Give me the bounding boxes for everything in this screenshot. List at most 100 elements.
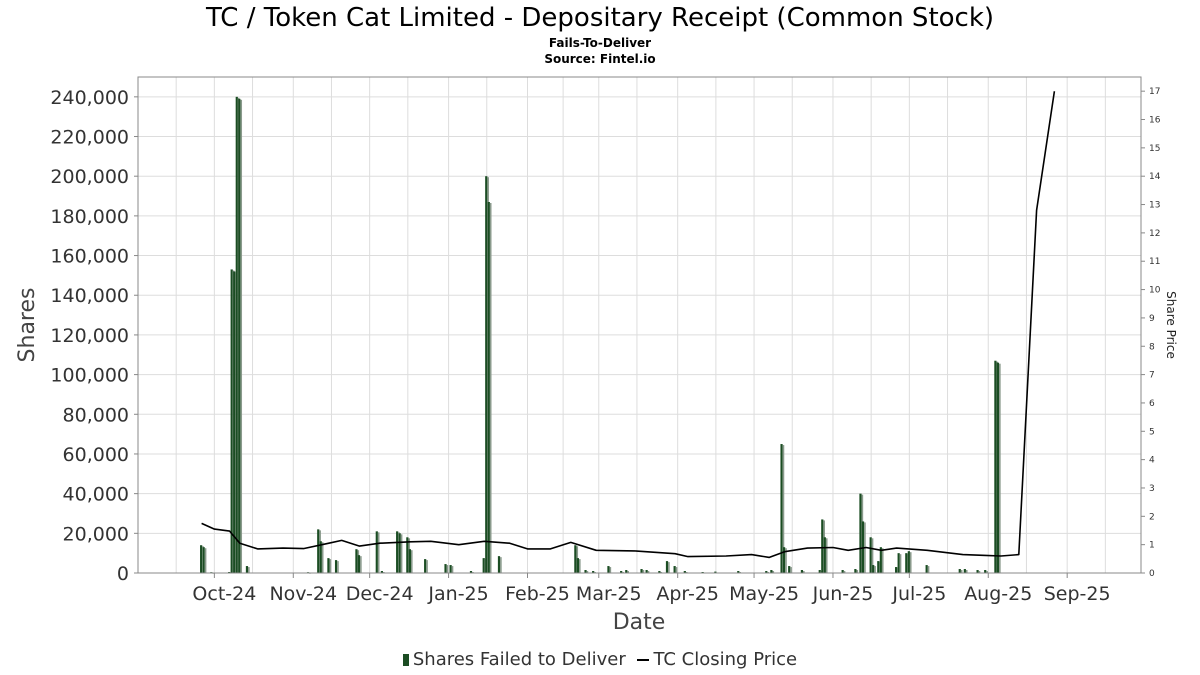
ftd-bar-shade xyxy=(782,445,785,573)
x-tick-label: Sep-25 xyxy=(1044,583,1111,605)
ftd-bar-body xyxy=(984,570,987,573)
ftd-bar xyxy=(607,566,612,573)
ftd-bar-shade xyxy=(785,548,787,573)
ftd-bar-body xyxy=(673,566,676,573)
ftd-bar-body xyxy=(334,560,338,573)
legend-label-ftd: Shares Failed to Deliver xyxy=(412,648,626,670)
ftd-bar-body xyxy=(444,564,447,573)
ftd-bar xyxy=(788,566,792,573)
ftd-bar-body xyxy=(859,493,862,573)
ftd-bar-body xyxy=(233,271,236,573)
ftd-bar-shade xyxy=(899,554,902,573)
price-line xyxy=(201,91,1056,559)
legend-label-price: TC Closing Price xyxy=(653,648,798,670)
y2-tick-label: 14 xyxy=(1149,172,1161,182)
chart-legend: Shares Failed to Deliver TC Closing Pric… xyxy=(0,648,1200,670)
ftd-bar-body xyxy=(375,531,378,573)
ftd-bar-shade xyxy=(965,570,968,573)
chart-subtitle: Fails-To-Deliver xyxy=(548,36,652,50)
ftd-bar-body xyxy=(380,571,383,573)
chart-title: TC / Token Cat Limited - Depositary Rece… xyxy=(205,3,995,33)
ftd-bar-body xyxy=(925,565,928,573)
ftd-bar-body xyxy=(818,570,821,573)
ftd-bar-body xyxy=(770,570,773,573)
ftd-bar xyxy=(449,565,454,573)
y-tick-label: 240,000 xyxy=(50,87,129,109)
x-tick-label: Dec-24 xyxy=(346,583,414,605)
x-tick-label: Jun-25 xyxy=(812,583,874,605)
y-tick-label: 80,000 xyxy=(63,404,129,426)
legend-item-price: TC Closing Price xyxy=(631,649,797,670)
ftd-bar-shade xyxy=(329,559,332,573)
ftd-bar-body xyxy=(485,176,488,573)
ftd-bar-shade xyxy=(337,561,339,573)
ftd-bar-body xyxy=(879,547,882,573)
ftd-bar-body xyxy=(854,569,857,573)
ftd-bar xyxy=(879,547,884,573)
ftd-bar xyxy=(398,533,403,573)
ftd-bar-body xyxy=(357,555,361,573)
ftd-bar-body xyxy=(576,558,580,573)
ftd-bar-body xyxy=(238,98,241,573)
y2-tick-label: 4 xyxy=(1149,456,1155,466)
ftd-bar-shade xyxy=(446,565,449,573)
ftd-bar-body xyxy=(574,545,577,573)
ftd-bar-body xyxy=(996,362,1000,573)
ftd-bar-shade xyxy=(843,571,846,573)
ftd-bar-body xyxy=(396,531,399,573)
ftd-bar-body xyxy=(497,556,501,573)
ftd-bar-body xyxy=(877,561,880,573)
ftd-bar-body xyxy=(788,566,791,573)
ftd-bar-body xyxy=(327,558,330,573)
price-line-group xyxy=(201,91,1056,559)
ftd-bar-shade xyxy=(856,570,859,573)
ftd-bar-shade xyxy=(248,567,250,573)
y-axis-label: Shares xyxy=(15,288,40,363)
ftd-bar xyxy=(245,566,250,573)
x-axis-ticks: Oct-24 Nov-24 Dec-24 Jan-25 Feb-25 Mar-25 Apr-… xyxy=(192,573,1111,605)
ftd-bar-body xyxy=(800,570,804,573)
y-tick-label: 0 xyxy=(117,563,129,585)
ftd-bar-shade xyxy=(579,559,581,573)
y2-axis-label: Share Price xyxy=(1164,291,1178,359)
ftd-bar-shade xyxy=(668,562,670,573)
ftd-bar-shade xyxy=(500,557,502,573)
ftd-bar-shade xyxy=(426,560,428,573)
y2-tick-label: 13 xyxy=(1149,201,1160,211)
ftd-bar xyxy=(424,559,428,573)
ftd-bar xyxy=(408,549,413,573)
y2-tick-label: 7 xyxy=(1149,371,1155,381)
ftd-bar xyxy=(640,569,645,573)
x-tick-label: Jul-25 xyxy=(891,583,946,605)
ftd-bar-shade xyxy=(825,538,828,573)
y2-tick-label: 15 xyxy=(1149,144,1160,154)
ftd-bar-body xyxy=(640,569,643,573)
ftd-bar-shade xyxy=(400,534,403,573)
ftd-bar xyxy=(327,558,332,573)
ftd-bar-body xyxy=(737,571,740,573)
ftd-bar-body xyxy=(408,549,411,573)
ftd-bar xyxy=(800,570,805,573)
ftd-bar-body xyxy=(235,96,238,573)
ftd-bar-shade xyxy=(627,571,629,573)
ftd-bar-body xyxy=(780,444,783,573)
ftd-bar-shade xyxy=(586,571,589,573)
ftd-bar-shade xyxy=(978,571,981,573)
x-tick-label: May-25 xyxy=(729,583,799,605)
y2-tick-label: 2 xyxy=(1149,512,1155,522)
y2-tick-label: 6 xyxy=(1149,399,1155,409)
y2-tick-label: 12 xyxy=(1149,229,1160,239)
ftd-bar-body xyxy=(469,571,473,573)
plot-area xyxy=(138,77,1141,573)
ftd-bar-body xyxy=(200,545,203,573)
y-tick-label: 200,000 xyxy=(50,166,129,188)
y-tick-label: 140,000 xyxy=(50,285,129,307)
legend-line-swatch xyxy=(637,658,650,661)
ftd-bar-body xyxy=(714,571,717,573)
x-axis-label: Date xyxy=(613,610,666,635)
ftd-bar-body xyxy=(625,570,628,573)
ftd-bar-body xyxy=(907,551,910,573)
ftd-bar xyxy=(770,570,775,573)
ftd-bar-body xyxy=(665,561,669,573)
